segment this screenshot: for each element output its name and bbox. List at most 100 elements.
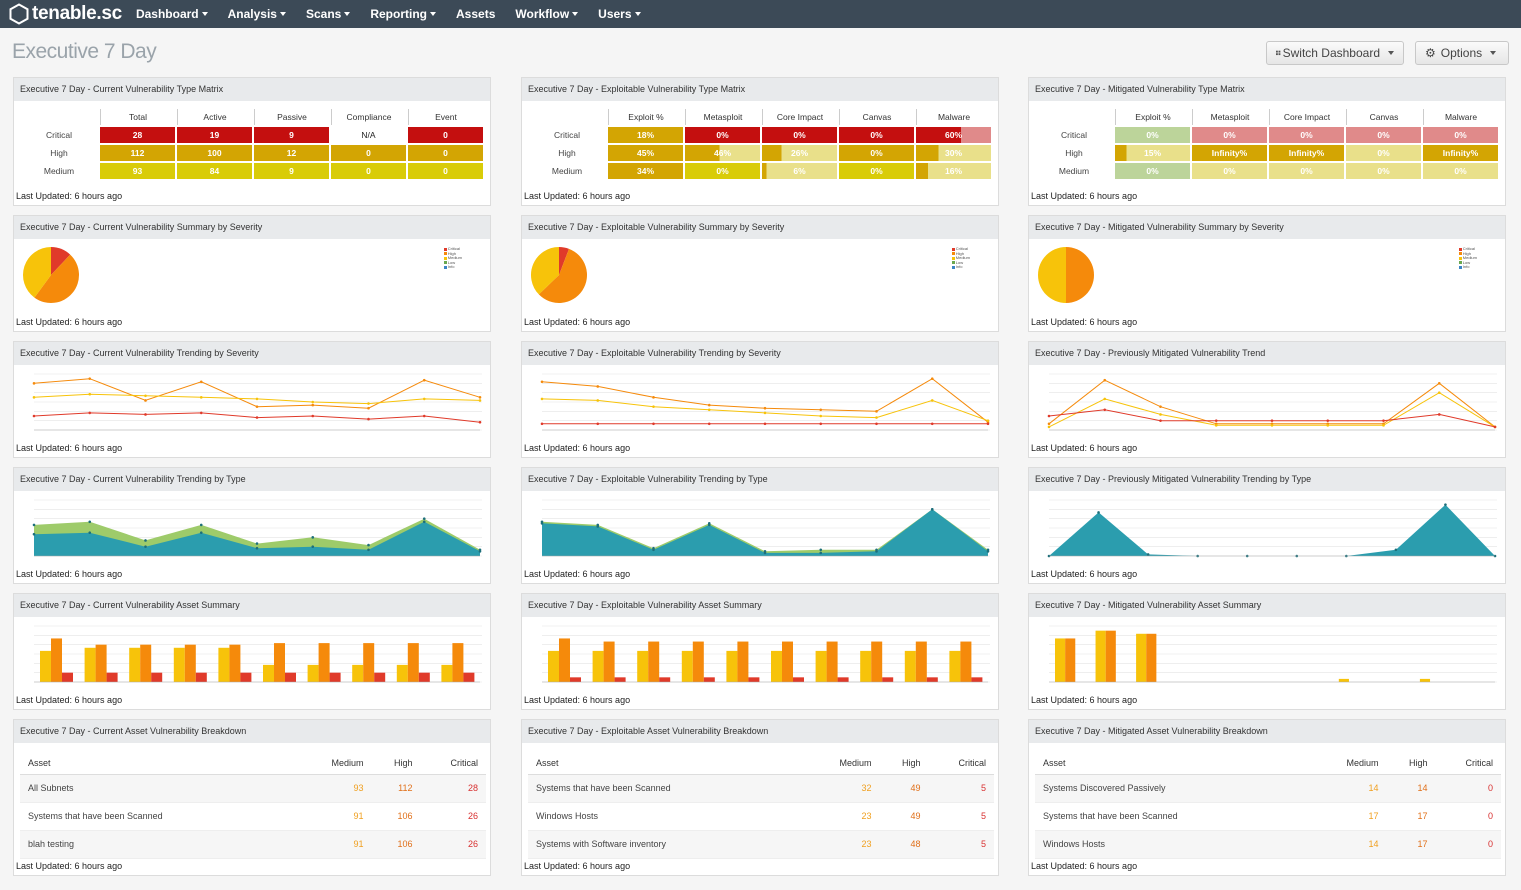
pie-chart[interactable] xyxy=(530,246,590,308)
line-point[interactable] xyxy=(255,416,259,419)
area-point[interactable] xyxy=(596,525,600,528)
line-point[interactable] xyxy=(199,396,203,399)
area-point[interactable] xyxy=(763,551,767,555)
table-row[interactable]: All Subnets 93 112 28 xyxy=(20,774,486,803)
bar[interactable] xyxy=(441,664,453,682)
line-point[interactable] xyxy=(199,411,203,415)
matrix-cell[interactable]: 16% xyxy=(916,163,991,179)
bar-chart[interactable] xyxy=(20,620,486,690)
line-point[interactable] xyxy=(1382,419,1385,422)
bar[interactable] xyxy=(826,641,838,682)
asset-name-cell[interactable]: Systems that have been Scanned xyxy=(20,802,298,831)
area-point[interactable] xyxy=(1146,553,1150,556)
bar[interactable] xyxy=(151,672,163,682)
bar[interactable] xyxy=(352,664,364,682)
bar[interactable] xyxy=(106,672,118,682)
line-point[interactable] xyxy=(1103,378,1107,382)
area-chart[interactable] xyxy=(528,494,994,564)
bar[interactable] xyxy=(748,677,760,682)
bar[interactable] xyxy=(1065,638,1076,682)
bar[interactable] xyxy=(1095,630,1106,682)
bar[interactable] xyxy=(329,672,341,682)
line-point[interactable] xyxy=(32,414,36,418)
matrix-cell[interactable]: 15% xyxy=(1115,145,1190,161)
matrix-cell[interactable]: 0 xyxy=(331,163,406,179)
line-point[interactable] xyxy=(1159,413,1162,416)
bar[interactable] xyxy=(871,641,883,682)
line-point[interactable] xyxy=(311,403,315,407)
line-point[interactable] xyxy=(1270,424,1274,427)
bar[interactable] xyxy=(129,647,141,682)
bar[interactable] xyxy=(452,643,464,682)
line-point[interactable] xyxy=(478,399,482,402)
area-point[interactable] xyxy=(540,522,544,525)
panel-title[interactable]: Executive 7 Day - Exploitable Vulnerabil… xyxy=(522,594,998,617)
breakdown-column-header[interactable]: High xyxy=(879,752,929,775)
area-point[interactable] xyxy=(707,523,711,527)
bar[interactable] xyxy=(860,650,872,682)
area-series-1[interactable] xyxy=(542,509,988,556)
bar-chart[interactable] xyxy=(528,620,994,690)
bar[interactable] xyxy=(926,677,938,682)
breakdown-column-header[interactable]: Medium xyxy=(805,752,880,775)
area-series-0[interactable] xyxy=(1049,504,1495,556)
line-point[interactable] xyxy=(478,420,482,424)
line-point[interactable] xyxy=(1047,425,1051,429)
line-point[interactable] xyxy=(144,399,147,402)
matrix-cell[interactable]: 0 xyxy=(408,127,483,143)
matrix-cell[interactable]: 0% xyxy=(685,163,760,179)
panel-title[interactable]: Executive 7 Day - Current Vulnerability … xyxy=(14,594,490,617)
nav-dashboard[interactable]: Dashboard xyxy=(136,7,208,21)
matrix-cell[interactable]: 0% xyxy=(839,127,914,143)
breakdown-column-header[interactable]: Critical xyxy=(928,752,994,775)
nav-users[interactable]: Users xyxy=(598,7,641,21)
matrix-cell[interactable]: 0% xyxy=(685,127,760,143)
bar[interactable] xyxy=(363,643,375,682)
bar[interactable] xyxy=(140,644,152,682)
line-chart[interactable] xyxy=(1035,368,1501,438)
area-point[interactable] xyxy=(255,542,259,545)
pie-slice-high[interactable] xyxy=(1066,247,1094,303)
line-point[interactable] xyxy=(144,394,147,398)
line-point[interactable] xyxy=(1103,408,1107,412)
breakdown-column-header[interactable]: Critical xyxy=(420,752,486,775)
bar[interactable] xyxy=(62,672,73,682)
breakdown-column-header[interactable]: High xyxy=(371,752,421,775)
matrix-cell[interactable]: 45% xyxy=(608,145,683,161)
bar[interactable] xyxy=(637,650,649,682)
matrix-cell[interactable]: 0% xyxy=(1192,163,1267,179)
bar[interactable] xyxy=(240,672,252,682)
pie-chart[interactable] xyxy=(1037,246,1097,308)
matrix-cell[interactable]: 0% xyxy=(1423,163,1498,179)
area-point[interactable] xyxy=(32,523,36,527)
bar[interactable] xyxy=(229,644,241,682)
breakdown-column-header[interactable]: Asset xyxy=(528,752,806,775)
line-series-0[interactable] xyxy=(541,378,989,423)
matrix-cell[interactable]: 0% xyxy=(1423,127,1498,143)
matrix-cell[interactable]: 0% xyxy=(839,145,914,161)
matrix-cell[interactable]: 18% xyxy=(608,127,683,143)
bar[interactable] xyxy=(1136,633,1147,682)
area-point[interactable] xyxy=(1394,548,1398,552)
matrix-cell[interactable]: 0 xyxy=(408,163,483,179)
breakdown-column-header[interactable]: Medium xyxy=(1312,752,1387,775)
nav-reporting[interactable]: Reporting xyxy=(370,7,437,21)
area-point[interactable] xyxy=(819,548,823,552)
breakdown-column-header[interactable]: High xyxy=(1386,752,1436,775)
bar[interactable] xyxy=(318,643,330,682)
line-point[interactable] xyxy=(930,377,934,380)
nav-scans[interactable]: Scans xyxy=(306,7,351,21)
matrix-cell[interactable]: 100 xyxy=(177,145,252,161)
bar[interactable] xyxy=(374,672,386,682)
area-point[interactable] xyxy=(875,550,878,553)
bar[interactable] xyxy=(771,650,782,682)
bar[interactable] xyxy=(904,650,916,682)
matrix-cell[interactable]: 6% xyxy=(762,163,837,179)
line-point[interactable] xyxy=(763,406,767,410)
breakdown-column-header[interactable]: Asset xyxy=(20,752,298,775)
bar[interactable] xyxy=(51,638,62,682)
area-point[interactable] xyxy=(1444,503,1447,506)
bar[interactable] xyxy=(307,664,319,682)
bar[interactable] xyxy=(84,647,96,682)
line-point[interactable] xyxy=(875,416,878,419)
